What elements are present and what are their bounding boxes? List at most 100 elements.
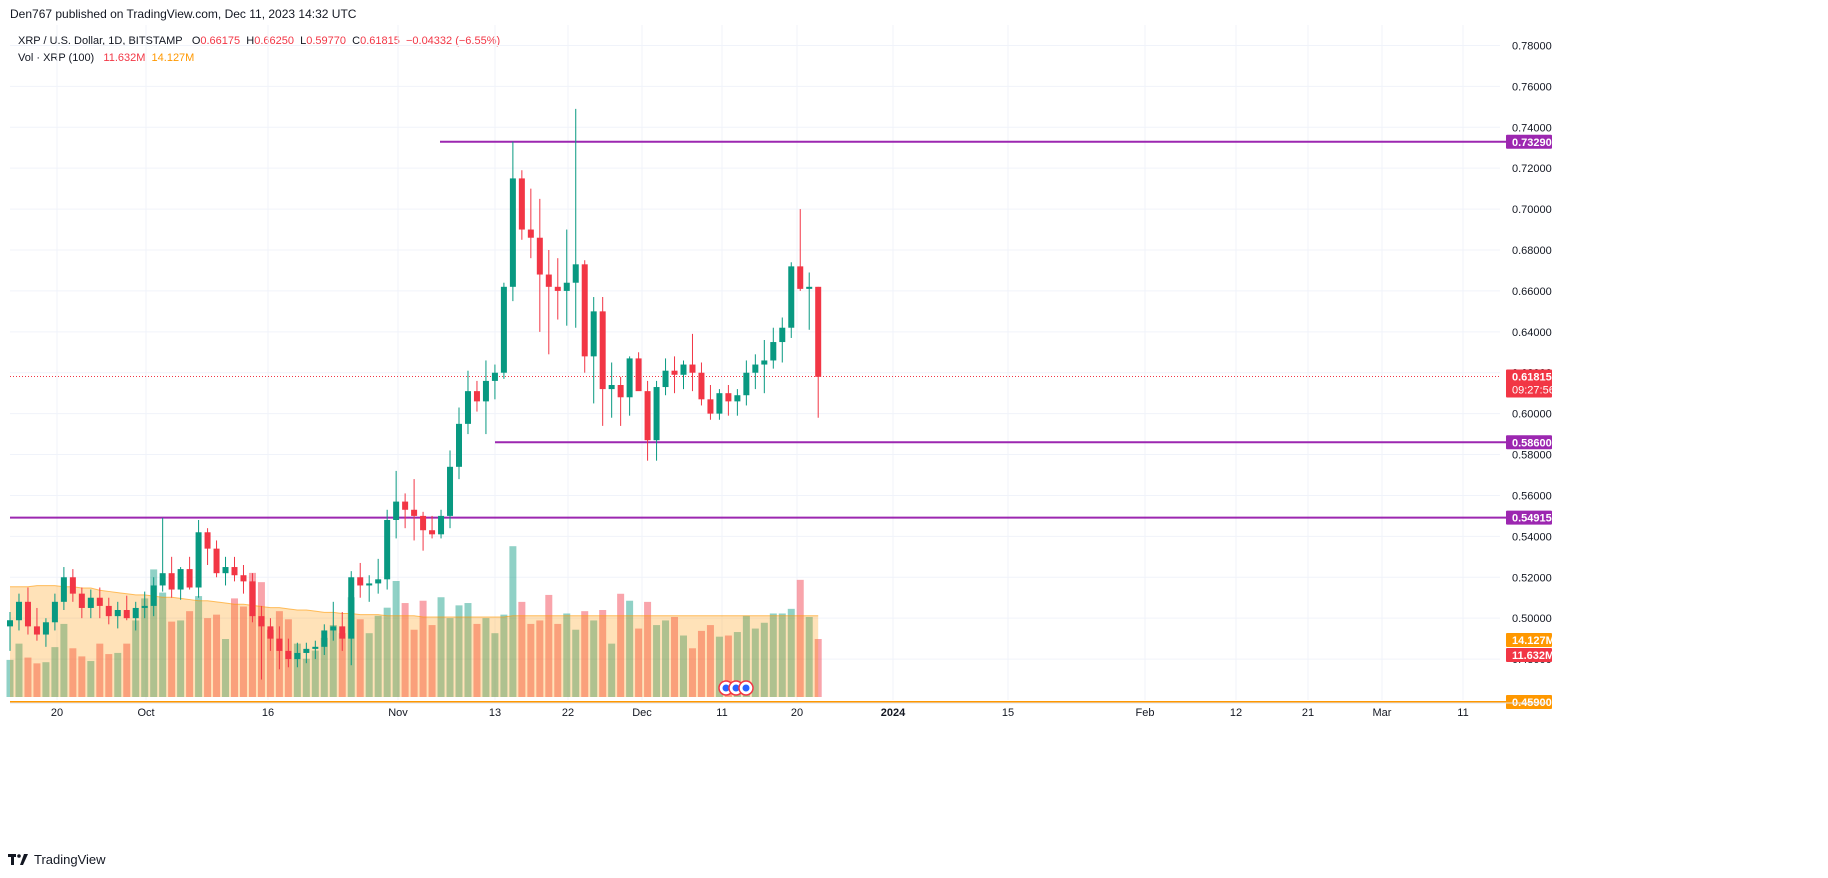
candle-body[interactable] bbox=[536, 237, 543, 275]
candle-body[interactable] bbox=[653, 387, 660, 441]
candle-body[interactable] bbox=[491, 372, 498, 381]
candle-body[interactable] bbox=[15, 601, 22, 621]
candle-body[interactable] bbox=[366, 583, 373, 586]
candle-body[interactable] bbox=[195, 532, 202, 588]
candle-body[interactable] bbox=[447, 466, 454, 516]
volume-value: 11.632M bbox=[103, 52, 146, 64]
candle-body[interactable] bbox=[617, 385, 624, 398]
candle-body[interactable] bbox=[725, 393, 732, 402]
candle-body[interactable] bbox=[626, 358, 633, 398]
candle-body[interactable] bbox=[545, 274, 552, 287]
candle-body[interactable] bbox=[716, 393, 723, 414]
candle-body[interactable] bbox=[438, 515, 445, 535]
candle-body[interactable] bbox=[231, 567, 238, 576]
candle-body[interactable] bbox=[554, 286, 561, 291]
symbol-name[interactable]: XRP / U.S. Dollar, 1D, BITSTAMP bbox=[18, 35, 183, 47]
candle-body[interactable] bbox=[456, 423, 462, 467]
candle-body[interactable] bbox=[420, 515, 427, 531]
candle-body[interactable] bbox=[24, 601, 31, 627]
candle-body[interactable] bbox=[752, 364, 759, 373]
candle-body[interactable] bbox=[644, 391, 651, 441]
candle-body[interactable] bbox=[267, 626, 274, 639]
volume-label[interactable]: Vol · XRP (100) bbox=[18, 52, 95, 64]
candle-body[interactable] bbox=[240, 575, 247, 582]
candle-body[interactable] bbox=[608, 385, 615, 390]
candle-body[interactable] bbox=[770, 342, 777, 361]
volume-bar bbox=[356, 619, 364, 697]
candle-body[interactable] bbox=[276, 638, 283, 651]
y-tick-label: 0.66000 bbox=[1512, 286, 1552, 298]
candle-body[interactable] bbox=[33, 626, 40, 635]
candle-body[interactable] bbox=[384, 520, 391, 580]
candle-body[interactable] bbox=[671, 370, 678, 375]
candle-body[interactable] bbox=[357, 577, 364, 586]
candle-body[interactable] bbox=[78, 593, 85, 608]
candle-body[interactable] bbox=[689, 364, 696, 373]
candle-body[interactable] bbox=[761, 360, 768, 365]
candle-body[interactable] bbox=[132, 607, 139, 619]
candle-body[interactable] bbox=[518, 178, 525, 230]
candle-body[interactable] bbox=[96, 597, 103, 606]
candle-body[interactable] bbox=[87, 597, 94, 608]
candle-body[interactable] bbox=[348, 577, 355, 639]
candle-body[interactable] bbox=[797, 266, 804, 289]
candle-body[interactable] bbox=[339, 626, 346, 639]
candle-body[interactable] bbox=[186, 569, 193, 588]
candle-body[interactable] bbox=[330, 626, 337, 631]
candle-body[interactable] bbox=[590, 311, 597, 357]
candle-body[interactable] bbox=[222, 567, 229, 574]
candle-body[interactable] bbox=[312, 646, 319, 649]
candle-body[interactable] bbox=[177, 569, 184, 590]
candle-body[interactable] bbox=[707, 399, 714, 414]
candle-body[interactable] bbox=[105, 605, 112, 617]
candle-body[interactable] bbox=[815, 286, 822, 377]
candle-body[interactable] bbox=[500, 286, 507, 373]
candle-body[interactable] bbox=[7, 620, 13, 627]
candle-body[interactable] bbox=[249, 581, 256, 617]
candle-body[interactable] bbox=[204, 532, 211, 549]
candle-body[interactable] bbox=[635, 358, 642, 392]
candle-body[interactable] bbox=[662, 370, 669, 388]
candle-body[interactable] bbox=[123, 610, 130, 619]
candle-body[interactable] bbox=[51, 601, 58, 623]
volume-bar bbox=[114, 652, 122, 697]
candle-body[interactable] bbox=[69, 577, 76, 594]
candle-body[interactable] bbox=[563, 282, 570, 291]
candle-body[interactable] bbox=[411, 509, 418, 516]
candle-body[interactable] bbox=[258, 616, 265, 627]
level-label: 0.73290 bbox=[1512, 137, 1552, 149]
candle-body[interactable] bbox=[572, 264, 579, 283]
candle-body[interactable] bbox=[464, 391, 471, 424]
candle-body[interactable] bbox=[509, 178, 516, 287]
candle-body[interactable] bbox=[581, 264, 588, 357]
candle-body[interactable] bbox=[114, 610, 121, 617]
volume-bar bbox=[365, 633, 373, 697]
candle-body[interactable] bbox=[743, 372, 750, 396]
candle-body[interactable] bbox=[285, 650, 292, 660]
candle-body[interactable] bbox=[779, 327, 786, 343]
candle-body[interactable] bbox=[168, 573, 175, 590]
candle-body[interactable] bbox=[734, 395, 741, 402]
candle-body[interactable] bbox=[159, 573, 166, 586]
candle-body[interactable] bbox=[393, 501, 400, 520]
candle-body[interactable] bbox=[527, 229, 534, 238]
candle-body[interactable] bbox=[213, 548, 220, 574]
candle-body[interactable] bbox=[294, 652, 301, 660]
candle-body[interactable] bbox=[321, 630, 328, 647]
candle-body[interactable] bbox=[402, 501, 409, 510]
candle-body[interactable] bbox=[788, 266, 795, 328]
candle-body[interactable] bbox=[60, 577, 67, 602]
candle-body[interactable] bbox=[698, 372, 705, 400]
candle-body[interactable] bbox=[375, 579, 382, 584]
candle-body[interactable] bbox=[482, 380, 489, 402]
candle-body[interactable] bbox=[42, 622, 49, 635]
candle-body[interactable] bbox=[429, 530, 436, 535]
candle-body[interactable] bbox=[303, 648, 310, 653]
candle-body[interactable] bbox=[680, 364, 687, 375]
candle-body[interactable] bbox=[599, 311, 606, 390]
candle-body[interactable] bbox=[150, 585, 157, 606]
candle-body[interactable] bbox=[473, 391, 480, 402]
candle-body[interactable] bbox=[806, 286, 813, 289]
candle-body[interactable] bbox=[141, 605, 148, 608]
